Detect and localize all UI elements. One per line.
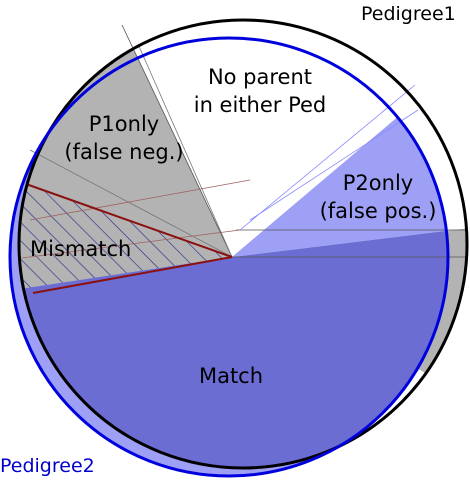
- match-wedge: [19, 228, 448, 468]
- p2only-label-line2: (false pos.): [320, 199, 437, 223]
- p2only-label-line1: P2only: [343, 171, 413, 195]
- no-parent-label-line1: No parent: [208, 65, 312, 89]
- guide-lines: [21, 24, 468, 259]
- mismatch-label: Mismatch: [30, 237, 131, 261]
- p2only-wedge: [232, 98, 448, 257]
- pedigree1-label: Pedigree1: [361, 3, 456, 25]
- p1only-label-line2: (false neg.): [64, 140, 183, 164]
- no-parent-label-line2: in either Ped: [194, 93, 327, 117]
- mismatch-lower-border: [32, 256, 233, 294]
- match-label: Match: [199, 364, 263, 388]
- mismatch-upper-border: [25, 183, 233, 258]
- pedigree2-circle: [8, 36, 450, 478]
- pedigree1-circle: [17, 18, 469, 470]
- pedigree2-label: Pedigree2: [0, 455, 95, 477]
- p1only-label-line1: P1only: [89, 112, 159, 136]
